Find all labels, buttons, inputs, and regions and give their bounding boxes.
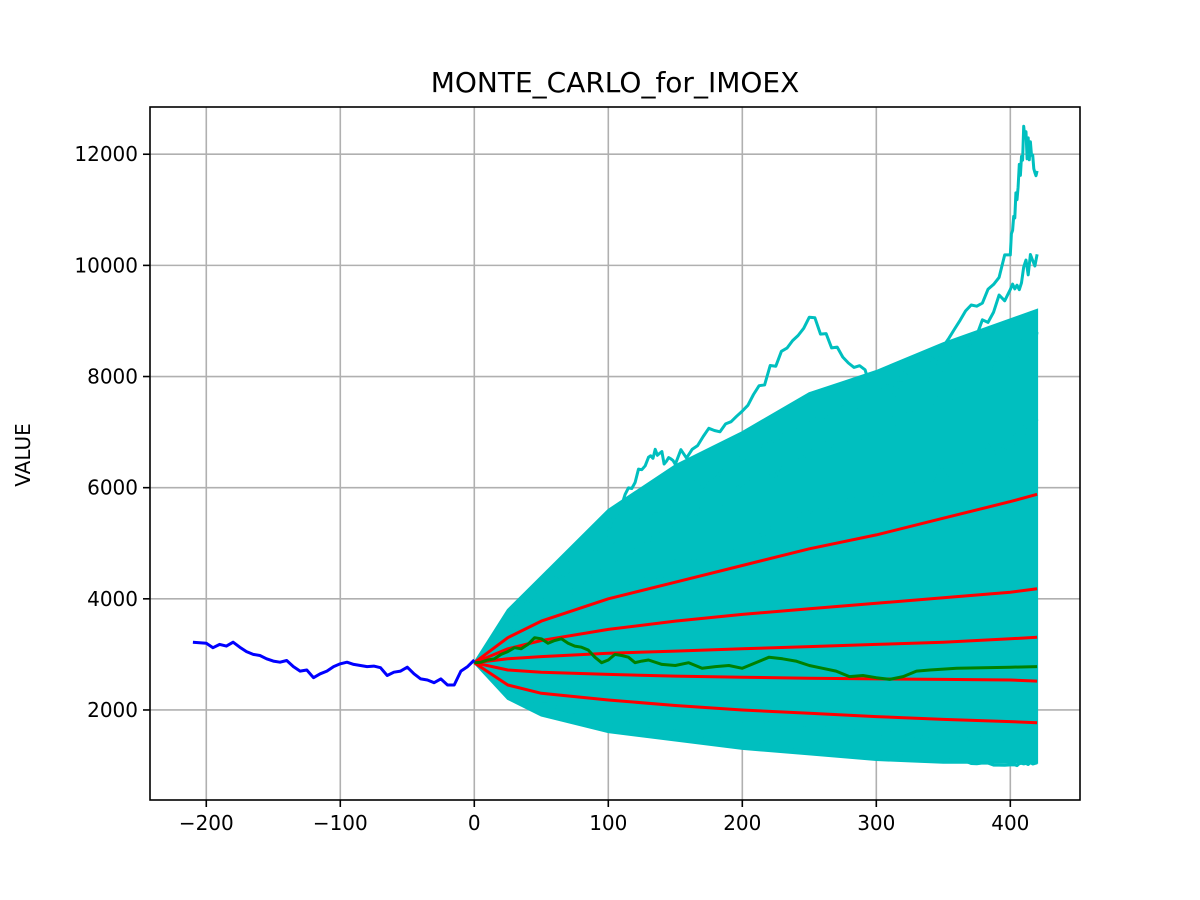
x-tick-label: −200 xyxy=(179,811,234,835)
x-tick-label: 200 xyxy=(723,811,761,835)
y-tick-label: 8000 xyxy=(87,365,138,389)
simulation-path xyxy=(473,331,1039,665)
y-tick-label: 2000 xyxy=(87,698,138,722)
y-tick-label: 12000 xyxy=(74,142,138,166)
x-tick-label: −100 xyxy=(313,811,368,835)
simulation-paths xyxy=(473,124,1039,768)
y-tick-label: 4000 xyxy=(87,587,138,611)
simulation-path xyxy=(473,124,1039,665)
chart-title: MONTE_CARLO_for_IMOEX xyxy=(431,66,800,99)
simulation-path xyxy=(473,661,1038,768)
y-axis: 2000 4000 6000 8000 10000 12000 xyxy=(74,142,150,722)
plot-frame xyxy=(149,106,1081,801)
y-axis-label: VALUE xyxy=(11,423,35,487)
percentile-line xyxy=(473,661,1038,725)
realized-series-line xyxy=(474,636,1038,681)
percentile-line xyxy=(473,492,1038,664)
simulation-path xyxy=(474,660,1038,746)
x-tick-label: 0 xyxy=(468,811,481,835)
x-axis: −200 −100 0 100 200 300 400 xyxy=(179,800,1029,835)
history-series-line xyxy=(192,640,476,687)
percentile-lines xyxy=(473,492,1038,725)
simulation-path xyxy=(473,253,1039,664)
y-tick-label: 10000 xyxy=(74,253,138,277)
plot-area xyxy=(192,124,1039,768)
percentile-line xyxy=(474,635,1038,665)
x-tick-label: 300 xyxy=(857,811,895,835)
y-tick-label: 6000 xyxy=(87,476,138,500)
percentile-line xyxy=(473,661,1038,683)
x-tick-label: 100 xyxy=(589,811,627,835)
simulation-path xyxy=(473,415,1039,665)
x-tick-label: 400 xyxy=(991,811,1029,835)
